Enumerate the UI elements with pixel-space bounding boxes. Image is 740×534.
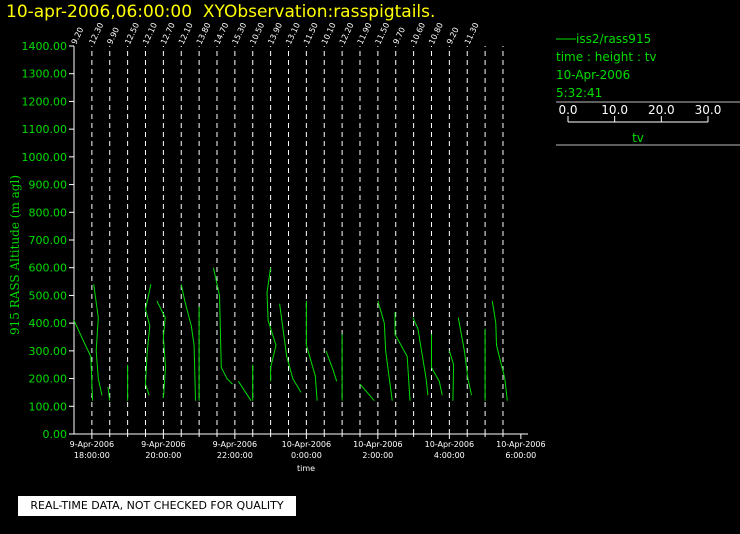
profile-label: 10.10	[320, 21, 338, 46]
x-tick-date: 9-Apr-2006	[141, 440, 185, 449]
profile-curve	[156, 300, 167, 399]
data-series	[73, 267, 508, 402]
legend-scale-ticks: 0.0 10.0 20.0 30.0	[558, 103, 721, 122]
legend-scale-tick-label: 0.0	[558, 103, 577, 117]
profile-label: 12.10	[177, 21, 195, 46]
y-tick-label: 800.00	[29, 206, 68, 219]
legend-time: 5:32:41	[556, 86, 603, 100]
y-tick-label: 1100.00	[22, 123, 68, 136]
chart-title: 10-apr-2006,06:00:00 XYObservation:rassp…	[6, 2, 435, 22]
profile-labels: 9.20 12.30 9.90 12.50 12.10 12.70 12.10 13.80 14…	[70, 21, 481, 46]
profile-label: 11.50	[302, 21, 320, 46]
y-tick-label: 100.00	[29, 400, 68, 413]
legend-station: iss2/rass915	[576, 32, 652, 46]
x-tick-date: 10-Apr-2006	[425, 440, 474, 449]
x-tick-date: 9-Apr-2006	[70, 440, 114, 449]
profile-label: 9.70	[391, 26, 407, 46]
x-tick-time: 20:00:00	[145, 451, 181, 460]
legend-variables: time : height : tv	[556, 50, 657, 64]
profile-curve	[377, 300, 393, 401]
x-tick-time: 22:00:00	[217, 451, 253, 460]
legend: iss2/rass915 time : height : tv 10-Apr-2…	[556, 30, 740, 170]
profile-curve	[212, 267, 233, 385]
profile-label: 11.50	[374, 21, 392, 46]
profile-curve	[325, 350, 338, 382]
x-tick-date: 10-Apr-2006	[496, 440, 545, 449]
y-tick-label: 0.00	[43, 428, 68, 441]
profile-curve	[73, 320, 94, 401]
profile-label: 10.60	[409, 21, 427, 46]
profile-curve	[93, 284, 103, 396]
title-observation: XYObservation:rasspigtails.	[202, 2, 436, 22]
profile-curve	[491, 300, 508, 401]
y-tick-label: 300.00	[29, 345, 68, 358]
profile-label: 11.90	[356, 21, 374, 46]
legend-date: 10-Apr-2006	[556, 68, 631, 82]
x-tick-time: 4:00:00	[434, 451, 465, 460]
axes	[73, 46, 528, 435]
profile-curve	[144, 284, 152, 396]
legend-scale-label: tv	[632, 131, 644, 145]
profile-curve	[305, 301, 318, 401]
y-tick-label: 1400.00	[22, 40, 68, 53]
profile-curve	[394, 312, 411, 401]
profile-label: 12.50	[123, 21, 141, 46]
y-tick-label: 900.00	[29, 179, 68, 192]
y-tick-label: 1000.00	[22, 151, 68, 164]
profile-curve	[266, 267, 277, 382]
profile-label: 9.20	[445, 26, 461, 46]
profile-curve	[412, 317, 429, 396]
profile-label: 12.20	[338, 21, 356, 46]
profile-label: 10.80	[427, 21, 445, 46]
profile-label: 12.30	[88, 21, 106, 46]
y-tick-label: 700.00	[29, 234, 68, 247]
legend-scale: 0.0 10.0 20.0 30.0 tv	[556, 101, 740, 146]
legend-scale-tick-label: 30.0	[695, 103, 722, 117]
y-tick-label: 400.00	[29, 317, 68, 330]
profile-curve	[359, 383, 375, 402]
legend-station-row: iss2/rass915	[556, 30, 740, 48]
profile-label: 9.90	[105, 26, 121, 46]
y-tick-label: 200.00	[29, 373, 68, 386]
x-tick-date: 9-Apr-2006	[213, 440, 257, 449]
profile-label: 13.10	[284, 21, 302, 46]
profile-label: 9.20	[70, 26, 86, 46]
profile-curve	[279, 303, 302, 393]
profile-label: 10.50	[248, 21, 266, 46]
title-datetime: 10-apr-2006,06:00:00	[6, 2, 193, 22]
y-tick-label: 1300.00	[22, 68, 68, 81]
profile-label: 12.70	[159, 21, 177, 46]
x-tick-time: 0:00:00	[291, 451, 322, 460]
profile-label: 13.80	[195, 21, 213, 46]
profile-reference-lines	[73, 46, 504, 434]
x-tick-time: 2:00:00	[362, 451, 393, 460]
x-tick-date: 10-Apr-2006	[282, 440, 331, 449]
profile-curve	[448, 350, 455, 401]
x-tick-time: 18:00:00	[74, 451, 110, 460]
y-tick-label: 600.00	[29, 262, 68, 275]
profile-label: 15.30	[231, 21, 249, 46]
x-axis-ticks: 9-Apr-2006 18:00:00 9-Apr-2006 20:00:00 9-Ap…	[70, 434, 546, 460]
x-tick-date: 10-Apr-2006	[353, 440, 402, 449]
quality-disclaimer: REAL-TIME DATA, NOT CHECKED FOR QUALITY	[18, 496, 296, 516]
legend-scale-tick-label: 10.0	[601, 103, 628, 117]
profile-curve	[107, 386, 111, 401]
x-axis-label: time	[297, 464, 315, 473]
y-axis-label: 915 RASS Altitude (m agl)	[8, 175, 22, 335]
profile-curve	[237, 381, 252, 401]
profile-curve	[457, 317, 472, 396]
y-tick-label: 1200.00	[22, 95, 68, 108]
profile-label: 14.70	[213, 21, 231, 46]
profile-label: 11.30	[463, 21, 481, 46]
x-tick-time: 6:00:00	[505, 451, 536, 460]
y-axis-ticks: 0.00 100.00 200.00 300.00 400.00 500.00 600.00…	[22, 40, 74, 441]
profile-label: 13.90	[266, 21, 284, 46]
profile-curve	[180, 284, 196, 401]
profile-label: 12.10	[141, 21, 159, 46]
profile-curve	[431, 334, 443, 396]
legend-line-swatch	[556, 38, 576, 40]
legend-scale-tick-label: 20.0	[648, 103, 675, 117]
y-tick-label: 500.00	[29, 289, 68, 302]
